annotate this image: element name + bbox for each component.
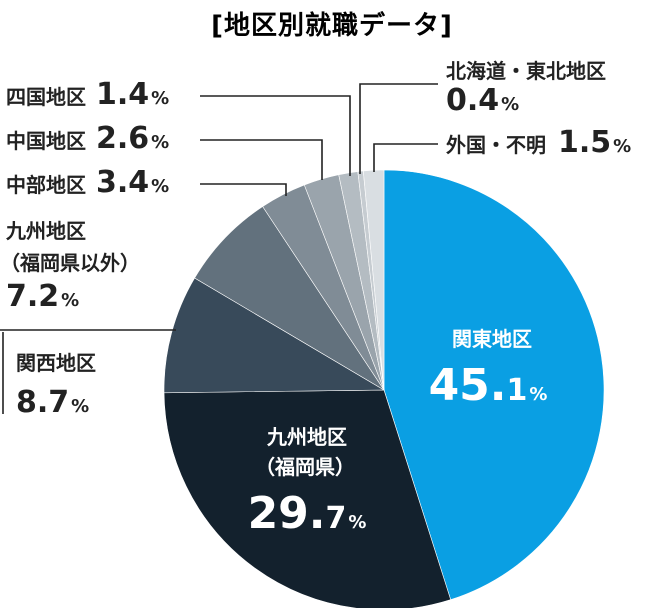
label-kyushu-fukuoka-sub: （福岡県） xyxy=(255,455,355,479)
label-kansai-name: 関西地区 xyxy=(16,351,96,375)
leader-chugoku xyxy=(200,139,323,180)
pie-slice-2 xyxy=(163,277,386,394)
label-foreign: 外国・不明 1.5% xyxy=(446,125,631,160)
label-kyushu-other-value: 7.2% xyxy=(6,279,79,314)
label-kyushu-other-name: 九州地区 xyxy=(5,219,86,243)
label-kanto-value: 45.1% xyxy=(429,360,548,411)
label-kyushu-fukuoka-value: 29.7% xyxy=(248,488,367,539)
leader-shikoku xyxy=(200,95,351,176)
label-kanto: 関東地区 45.1% xyxy=(429,327,548,411)
label-shikoku: 四国地区 1.4% xyxy=(6,77,169,112)
pie-slice-0 xyxy=(383,169,605,601)
chart-title: [地区別就職データ] xyxy=(211,10,453,41)
leader-lines xyxy=(0,83,438,414)
label-kyushu-fukuoka-name: 九州地区 xyxy=(266,425,347,449)
label-hokkaido-name: 北海道・東北地区 xyxy=(446,59,606,83)
label-kansai-value: 8.7% xyxy=(16,385,89,420)
leader-chubu xyxy=(200,183,287,196)
label-kyushu-other-sub: （福岡県以外） xyxy=(0,251,140,275)
label-kyushu-fukuoka: 九州地区 （福岡県） 29.7% xyxy=(248,425,367,539)
leader-hokkaido xyxy=(359,83,438,174)
label-chugoku: 中国地区 2.6% xyxy=(6,121,169,156)
leader-foreign xyxy=(373,143,438,172)
label-chubu: 中部地区 3.4% xyxy=(6,165,169,200)
pie-slice-1 xyxy=(163,389,452,608)
pie-slices xyxy=(163,169,605,608)
label-hokkaido-value: 0.4% xyxy=(446,83,519,118)
label-kanto-name: 関東地区 xyxy=(452,327,532,351)
pie-slice-3 xyxy=(194,206,385,391)
